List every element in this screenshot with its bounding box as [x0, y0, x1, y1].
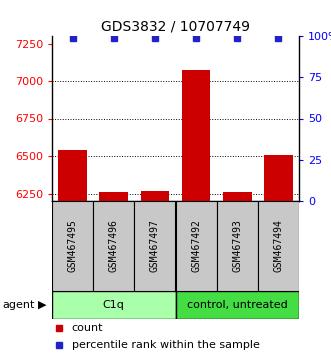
Bar	[175, 291, 299, 319]
Bar	[223, 192, 252, 201]
Text: percentile rank within the sample: percentile rank within the sample	[72, 340, 260, 350]
Bar	[99, 192, 128, 201]
Text: control, untreated: control, untreated	[187, 300, 288, 310]
Text: GSM467495: GSM467495	[68, 219, 77, 273]
Bar	[52, 291, 175, 319]
Text: GSM467494: GSM467494	[273, 219, 283, 273]
Text: GSM467497: GSM467497	[150, 219, 160, 273]
Bar	[182, 70, 211, 201]
Title: GDS3832 / 10707749: GDS3832 / 10707749	[101, 19, 250, 33]
Bar	[58, 150, 87, 201]
Text: ▶: ▶	[38, 300, 46, 310]
Bar	[217, 201, 258, 291]
Text: count: count	[72, 323, 103, 333]
Bar	[140, 191, 169, 201]
Text: agent: agent	[2, 300, 34, 310]
Bar	[93, 201, 134, 291]
Text: GSM467492: GSM467492	[191, 219, 201, 273]
Bar	[175, 201, 217, 291]
Bar	[134, 201, 175, 291]
Bar	[258, 201, 299, 291]
Text: GSM467496: GSM467496	[109, 219, 119, 273]
Bar	[264, 154, 293, 201]
Bar	[52, 201, 93, 291]
Text: GSM467493: GSM467493	[232, 219, 242, 273]
Text: C1q: C1q	[103, 300, 125, 310]
